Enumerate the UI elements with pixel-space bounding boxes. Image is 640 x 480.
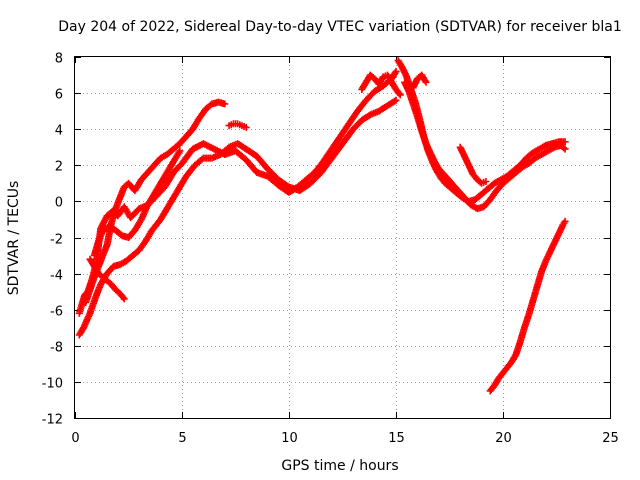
data-point-interp <box>395 90 403 98</box>
y-tick-label: -4 <box>50 269 63 284</box>
x-tick-label: 25 <box>602 431 619 446</box>
x-axis-label: GPS time / hours <box>281 458 398 474</box>
data-point <box>561 145 569 153</box>
y-tick-label: 4 <box>55 124 63 139</box>
y-tick-labels: -12 -10 -8 -6 -4 -2 0 2 4 6 8 <box>42 52 63 428</box>
data-point-interp <box>391 97 399 105</box>
series-track-e <box>90 147 184 259</box>
series-track-j <box>409 71 430 92</box>
data-markers <box>75 57 569 395</box>
y-tick-label: -2 <box>50 233 63 248</box>
plot-frame <box>74 56 611 419</box>
data-point <box>120 295 128 303</box>
data-point-interp <box>421 77 429 85</box>
data-point-interp <box>119 294 127 301</box>
data-point <box>482 178 490 185</box>
y-tick-label: 8 <box>55 52 63 67</box>
data-point <box>561 217 569 225</box>
series-track-k <box>456 143 490 187</box>
data-point <box>392 67 400 75</box>
y-tick-label: -8 <box>50 341 63 356</box>
data-point <box>422 78 430 86</box>
series-track-c <box>82 98 229 306</box>
y-tick-label: -12 <box>42 413 63 428</box>
series-track-g <box>358 71 404 99</box>
data-point <box>561 138 569 146</box>
data-point <box>396 91 404 99</box>
x-tick-label: 10 <box>281 431 298 446</box>
y-tick-label: 6 <box>55 88 63 103</box>
x-tick-label: 20 <box>495 431 512 446</box>
x-tick-label: 15 <box>388 431 405 446</box>
chart-title: Day 204 of 2022, Sidereal Day-to-day VTE… <box>58 19 621 35</box>
series-track-f <box>225 120 250 131</box>
series-track-l <box>486 217 569 395</box>
y-tick-label: -10 <box>42 377 63 392</box>
y-axis-label: SDTVAR / TECUs <box>6 181 22 296</box>
y-tick-label: -6 <box>50 305 63 320</box>
data-point <box>242 123 250 131</box>
x-tick-labels: 0 5 10 15 20 25 <box>71 431 618 446</box>
data-point-interp <box>391 69 399 77</box>
series-track-i <box>401 78 569 213</box>
x-tick-label: 0 <box>71 431 79 446</box>
data-point <box>392 96 400 104</box>
series-track-d <box>86 255 128 303</box>
y-tick-label: 2 <box>55 160 63 175</box>
data-point <box>221 100 229 108</box>
data-point-interp <box>175 148 183 156</box>
data-point-interp <box>560 144 568 152</box>
grid-lines <box>75 57 610 418</box>
data-point <box>176 147 184 155</box>
x-tick-label: 5 <box>178 431 186 446</box>
y-tick-label: 0 <box>55 196 63 211</box>
